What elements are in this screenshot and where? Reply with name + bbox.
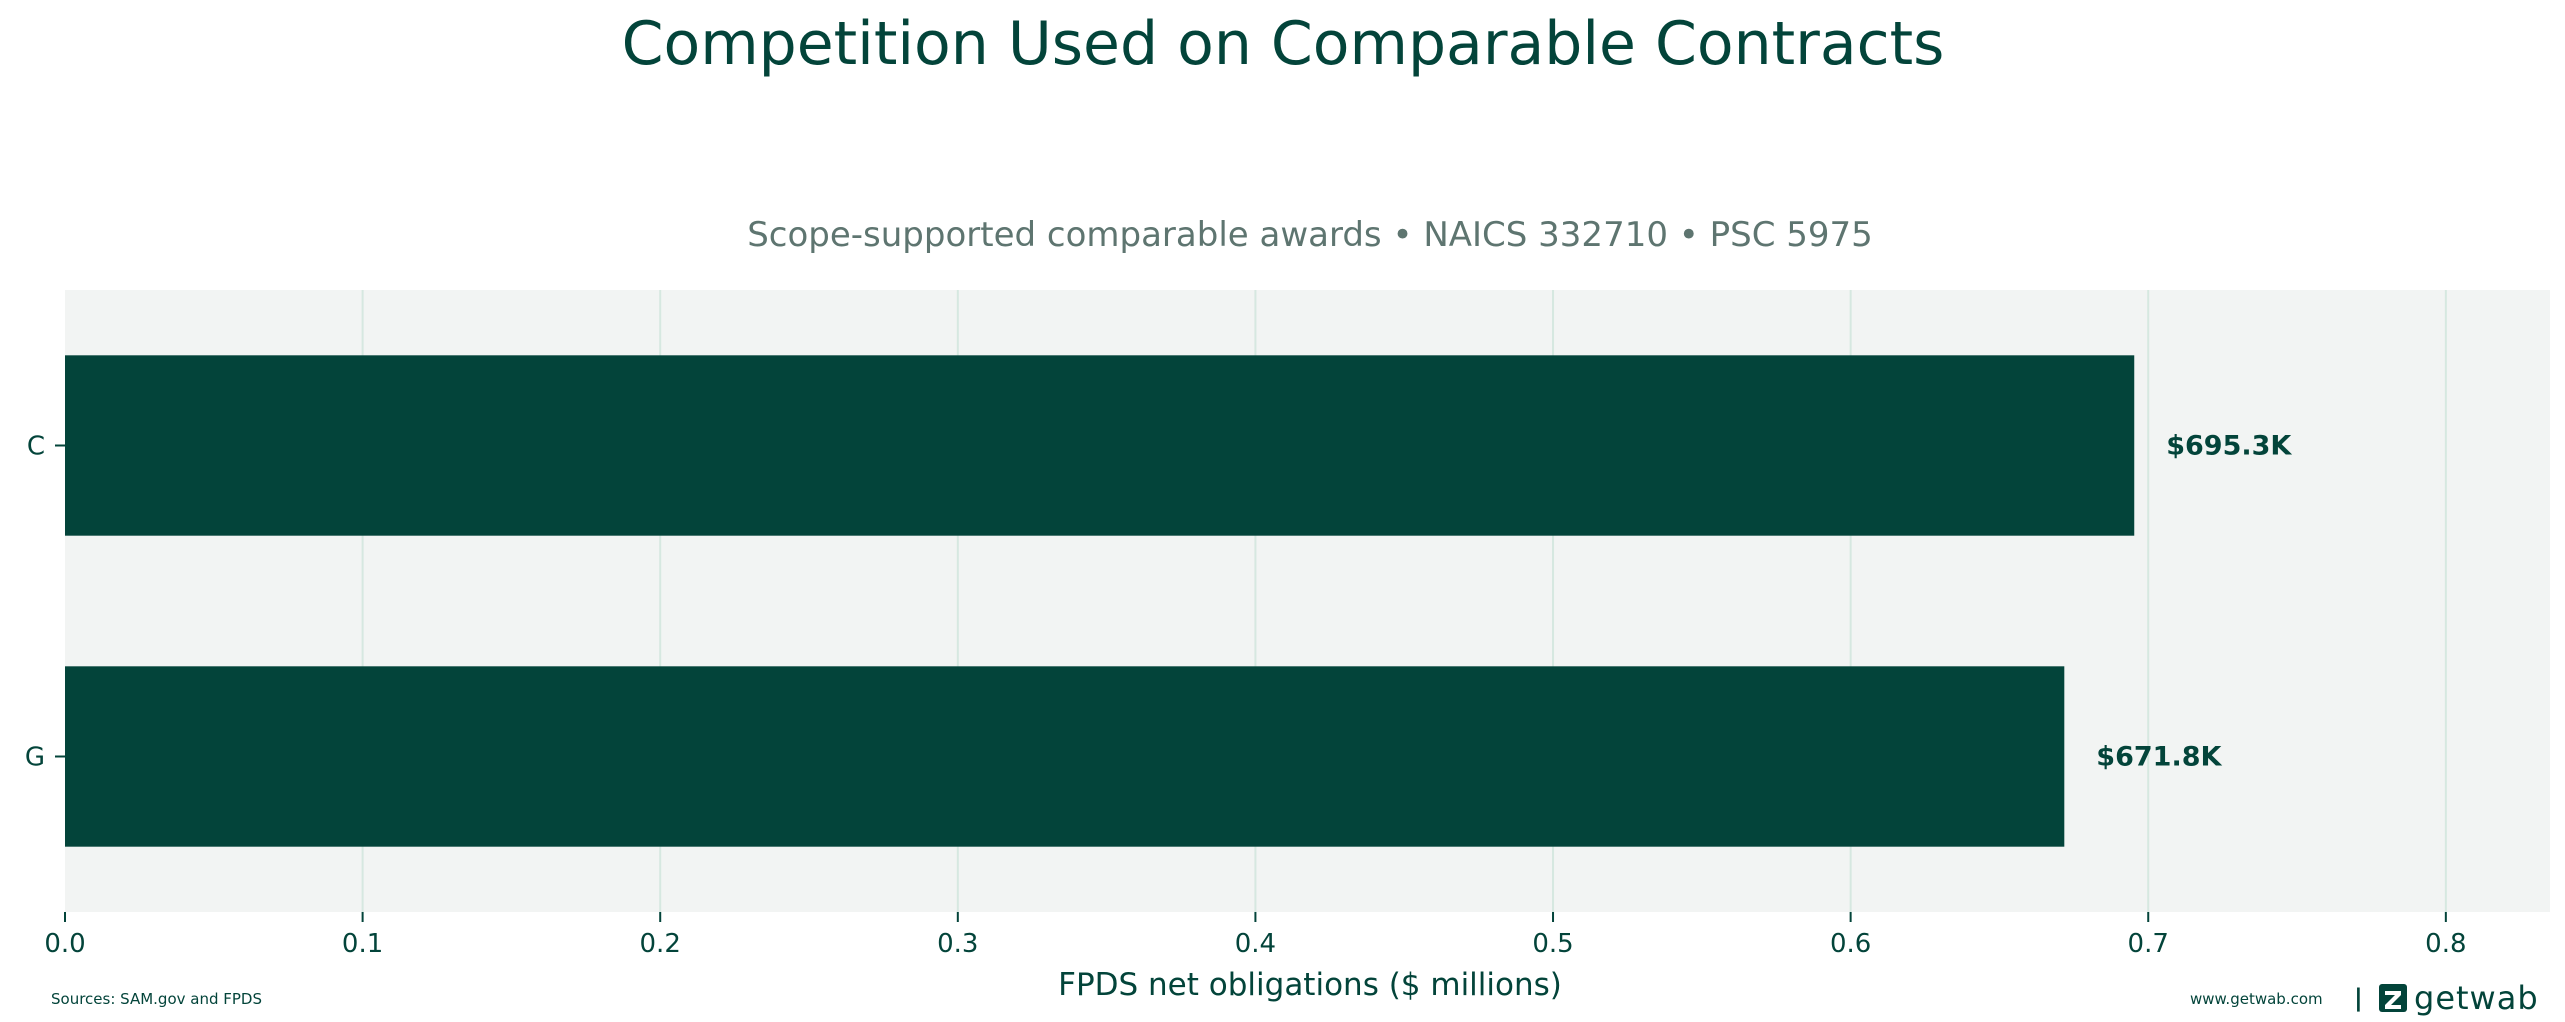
website-link[interactable]: www.getwab.com — [2190, 990, 2323, 1008]
chart-title: Competition Used on Comparable Contracts — [622, 9, 1945, 79]
x-axis-label: FPDS net obligations ($ millions) — [1058, 967, 1562, 1003]
x-tick-label: 0.6 — [1830, 929, 1871, 959]
brand-name: getwab — [2414, 979, 2539, 1017]
x-tick-label: 0.5 — [1532, 929, 1573, 959]
x-tick-label: 0.1 — [342, 929, 383, 959]
footer-separator: | — [2354, 984, 2363, 1012]
bar-G — [65, 666, 2065, 847]
x-tick-label: 0.0 — [44, 929, 85, 959]
chart-subtitle: Scope-supported comparable awards • NAIC… — [747, 215, 1873, 255]
x-tick-label: 0.8 — [2425, 929, 2466, 959]
y-axis: CG — [25, 432, 65, 773]
x-axis: 0.0 0.1 0.2 0.3 0.4 0.5 0.6 0.7 0.8 — [44, 912, 2467, 959]
bar-value-label: $671.8K — [2096, 742, 2222, 773]
source-note: Sources: SAM.gov and FPDS — [51, 990, 263, 1008]
brand-logo: getwab — [2378, 982, 2539, 1014]
x-tick-label: 0.4 — [1235, 929, 1276, 959]
bar-value-label: $695.3K — [2166, 431, 2292, 462]
bar-C — [65, 355, 2135, 536]
y-tick-label: C — [27, 432, 45, 462]
x-tick-label: 0.7 — [2128, 929, 2169, 959]
x-tick-label: 0.2 — [640, 929, 681, 959]
bars: $695.3K $671.8K — [65, 355, 2292, 847]
x-tick-label: 0.3 — [937, 929, 978, 959]
y-tick-label: G — [25, 743, 45, 773]
brand-mark-icon — [2379, 984, 2407, 1012]
